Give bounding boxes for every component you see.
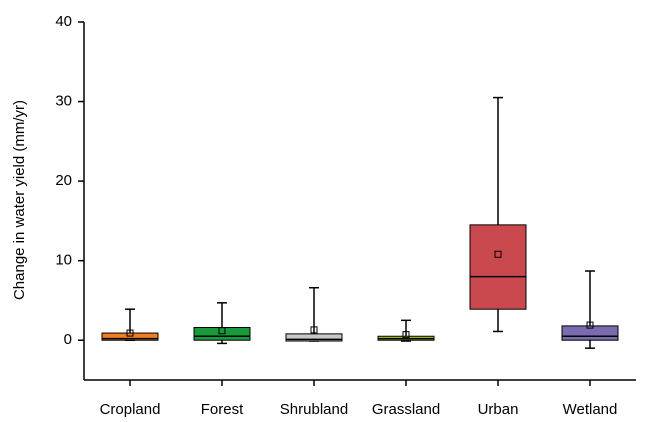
x-tick-label: Shrubland <box>280 401 348 418</box>
mean <box>218 327 226 335</box>
box <box>101 332 159 341</box>
x-tick-label: Wetland <box>563 401 618 418</box>
mean <box>494 250 502 258</box>
y-tick-label: 40 <box>55 13 72 30</box>
y-tick-label: 20 <box>55 172 72 189</box>
y-tick-label: 0 <box>64 331 72 348</box>
mean <box>586 321 594 329</box>
y-axis-label: Change in water yield (mm/yr) <box>11 100 28 300</box>
box <box>285 333 343 342</box>
box <box>469 224 527 310</box>
x-tick-label: Grassland <box>372 401 440 418</box>
mean <box>126 329 134 337</box>
x-tick-label: Cropland <box>100 401 161 418</box>
mean <box>310 326 318 334</box>
x-tick-label: Forest <box>201 401 244 418</box>
y-tick-label: 10 <box>55 252 72 269</box>
x-tick-label: Urban <box>478 401 519 418</box>
y-tick-label: 30 <box>55 93 72 110</box>
mean <box>402 331 410 339</box>
